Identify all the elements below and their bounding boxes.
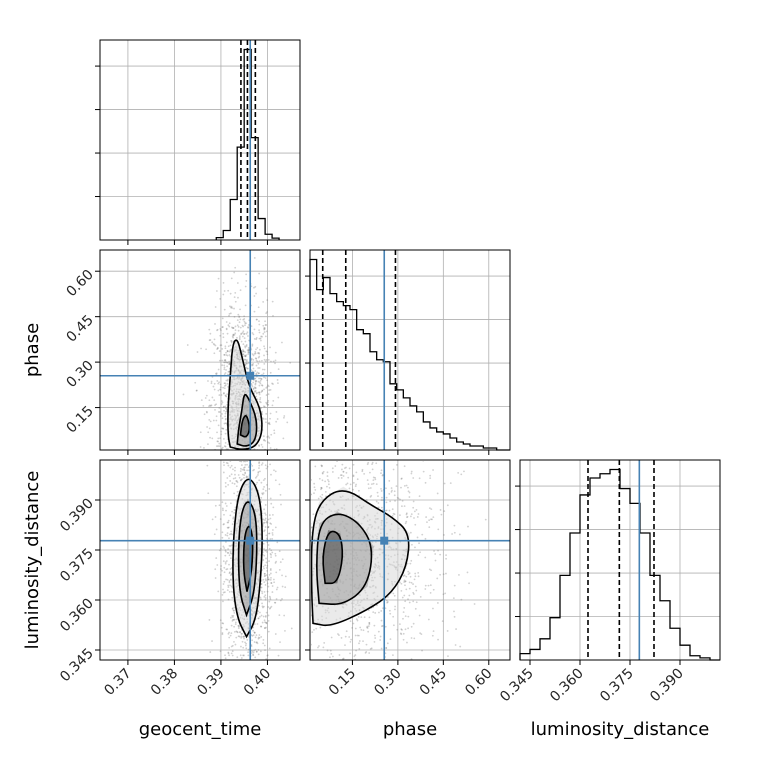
contour-level-3	[239, 415, 251, 438]
y-tick-label: 0.345	[57, 646, 97, 686]
x-tick-label: 0.38	[148, 666, 181, 699]
x-axis-label-phase: phase	[383, 719, 437, 740]
truth-marker	[246, 536, 255, 545]
contour-level-2	[237, 501, 258, 618]
contour-level-2	[236, 393, 258, 447]
y-axis-label-phase: phase	[22, 323, 43, 377]
y-axis-label-luminosity-distance: luminosity_distance	[22, 471, 43, 650]
x-tick-label: 0.40	[241, 666, 274, 699]
y-tick-label: 0.15	[63, 403, 96, 436]
panel-geocent-time-marginal	[95, 39, 301, 245]
x-tick-label: 0.39	[194, 666, 227, 699]
x-tick-label: 0.360	[547, 666, 587, 706]
y-tick-label: 0.30	[63, 358, 96, 391]
contour-level-1	[227, 339, 263, 450]
x-tick-label: 0.375	[597, 666, 637, 706]
y-tick-label: 0.45	[63, 312, 96, 345]
contour-level-1	[311, 490, 410, 627]
contour-level-3	[322, 530, 344, 585]
x-axis-label-geocent-time: geocent_time	[139, 719, 262, 740]
x-tick-label: 0.345	[497, 666, 537, 706]
y-tick-label: 0.390	[57, 496, 97, 536]
y-tick-label: 0.360	[57, 596, 97, 636]
x-tick-label: 0.37	[101, 666, 134, 699]
panel-phase-marginal	[305, 249, 511, 455]
x-tick-label: 0.390	[647, 666, 687, 706]
panel-luminosity-distance-vs-phase: 0.15 0.30 0.45 0.60	[305, 459, 511, 699]
x-tick-label: 0.30	[371, 666, 404, 699]
x-tick-label: 0.60	[462, 666, 495, 699]
panel-luminosity-distance-marginal: 0.345 0.360 0.375 0.390	[497, 459, 721, 706]
panel-phase-vs-geocent-time: 0.15 0.30 0.45 0.60	[63, 249, 301, 455]
y-tick-label: 0.60	[63, 267, 96, 300]
histogram-phase	[309, 258, 510, 451]
contour-level-2	[316, 513, 373, 606]
x-tick-label: 0.45	[417, 666, 450, 699]
truth-marker	[380, 536, 389, 545]
contour-level-1	[232, 478, 263, 639]
x-tick-label: 0.15	[326, 666, 359, 699]
x-axis-label-luminosity-distance: luminosity_distance	[531, 719, 710, 740]
y-tick-label: 0.375	[57, 546, 97, 586]
truth-marker	[246, 371, 255, 380]
